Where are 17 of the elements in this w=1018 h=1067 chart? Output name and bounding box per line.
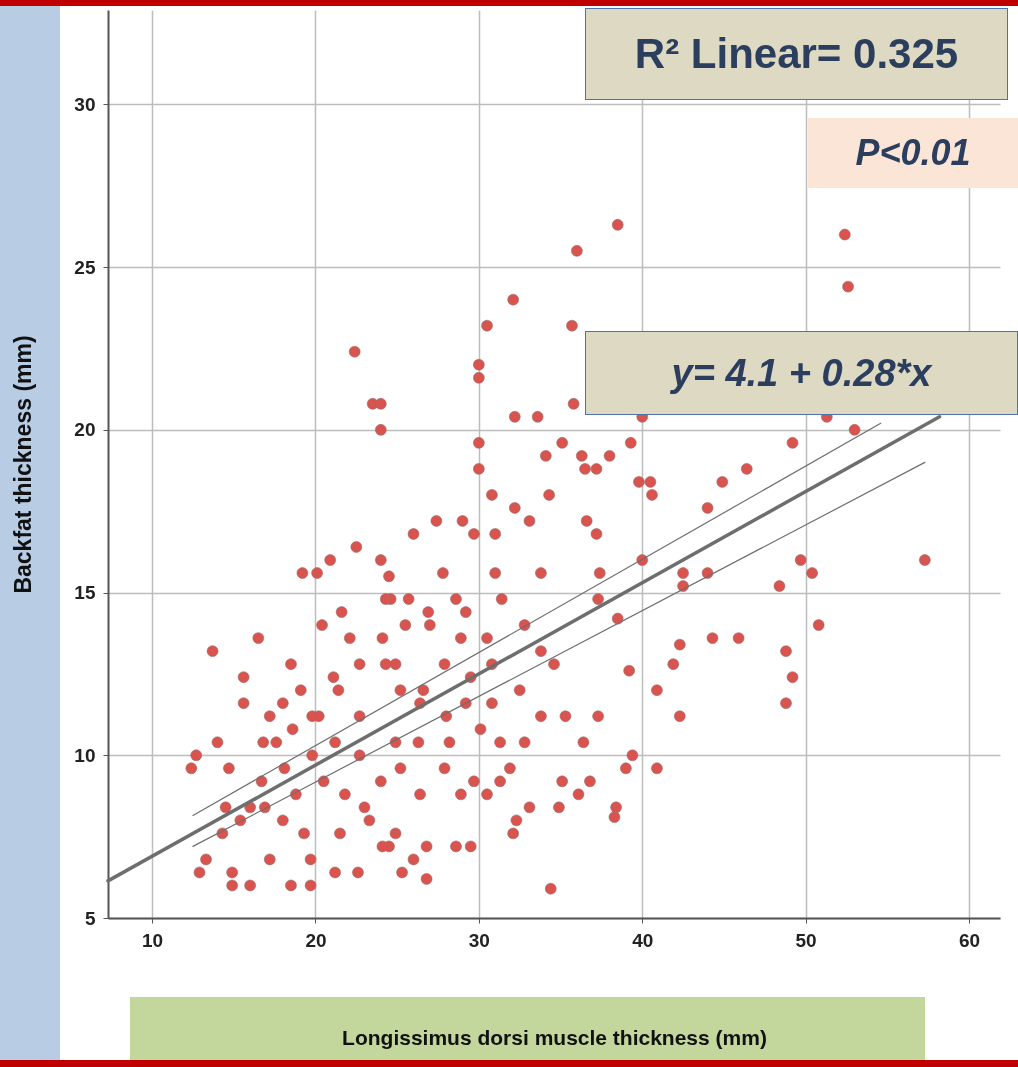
y-tick-label: 30 (74, 93, 96, 115)
y-tick-label: 10 (74, 744, 96, 766)
text-box: P<0.01 (808, 118, 1018, 188)
y-tick-label: 5 (84, 907, 96, 929)
x-tick-label: 30 (468, 929, 490, 951)
x-tick-label: 60 (958, 929, 981, 951)
y-tick-label: 25 (74, 256, 96, 278)
y-tick-label: 20 (74, 419, 96, 441)
x-tick-label: 10 (142, 929, 164, 951)
y-axis-title: Backfat thickness (mm) (9, 335, 36, 594)
x-axis-title: Longissimus dorsi muscle thickness (mm) (342, 1025, 767, 1049)
text-box: y= 4.1 + 0.28*x (585, 331, 1018, 415)
x-tick-label: 50 (795, 929, 817, 951)
x-tick-label: 20 (305, 929, 327, 951)
y-tick-label: 15 (74, 582, 96, 604)
text-box: R² Linear= 0.325 (585, 8, 1008, 100)
x-tick-label: 40 (632, 929, 654, 951)
